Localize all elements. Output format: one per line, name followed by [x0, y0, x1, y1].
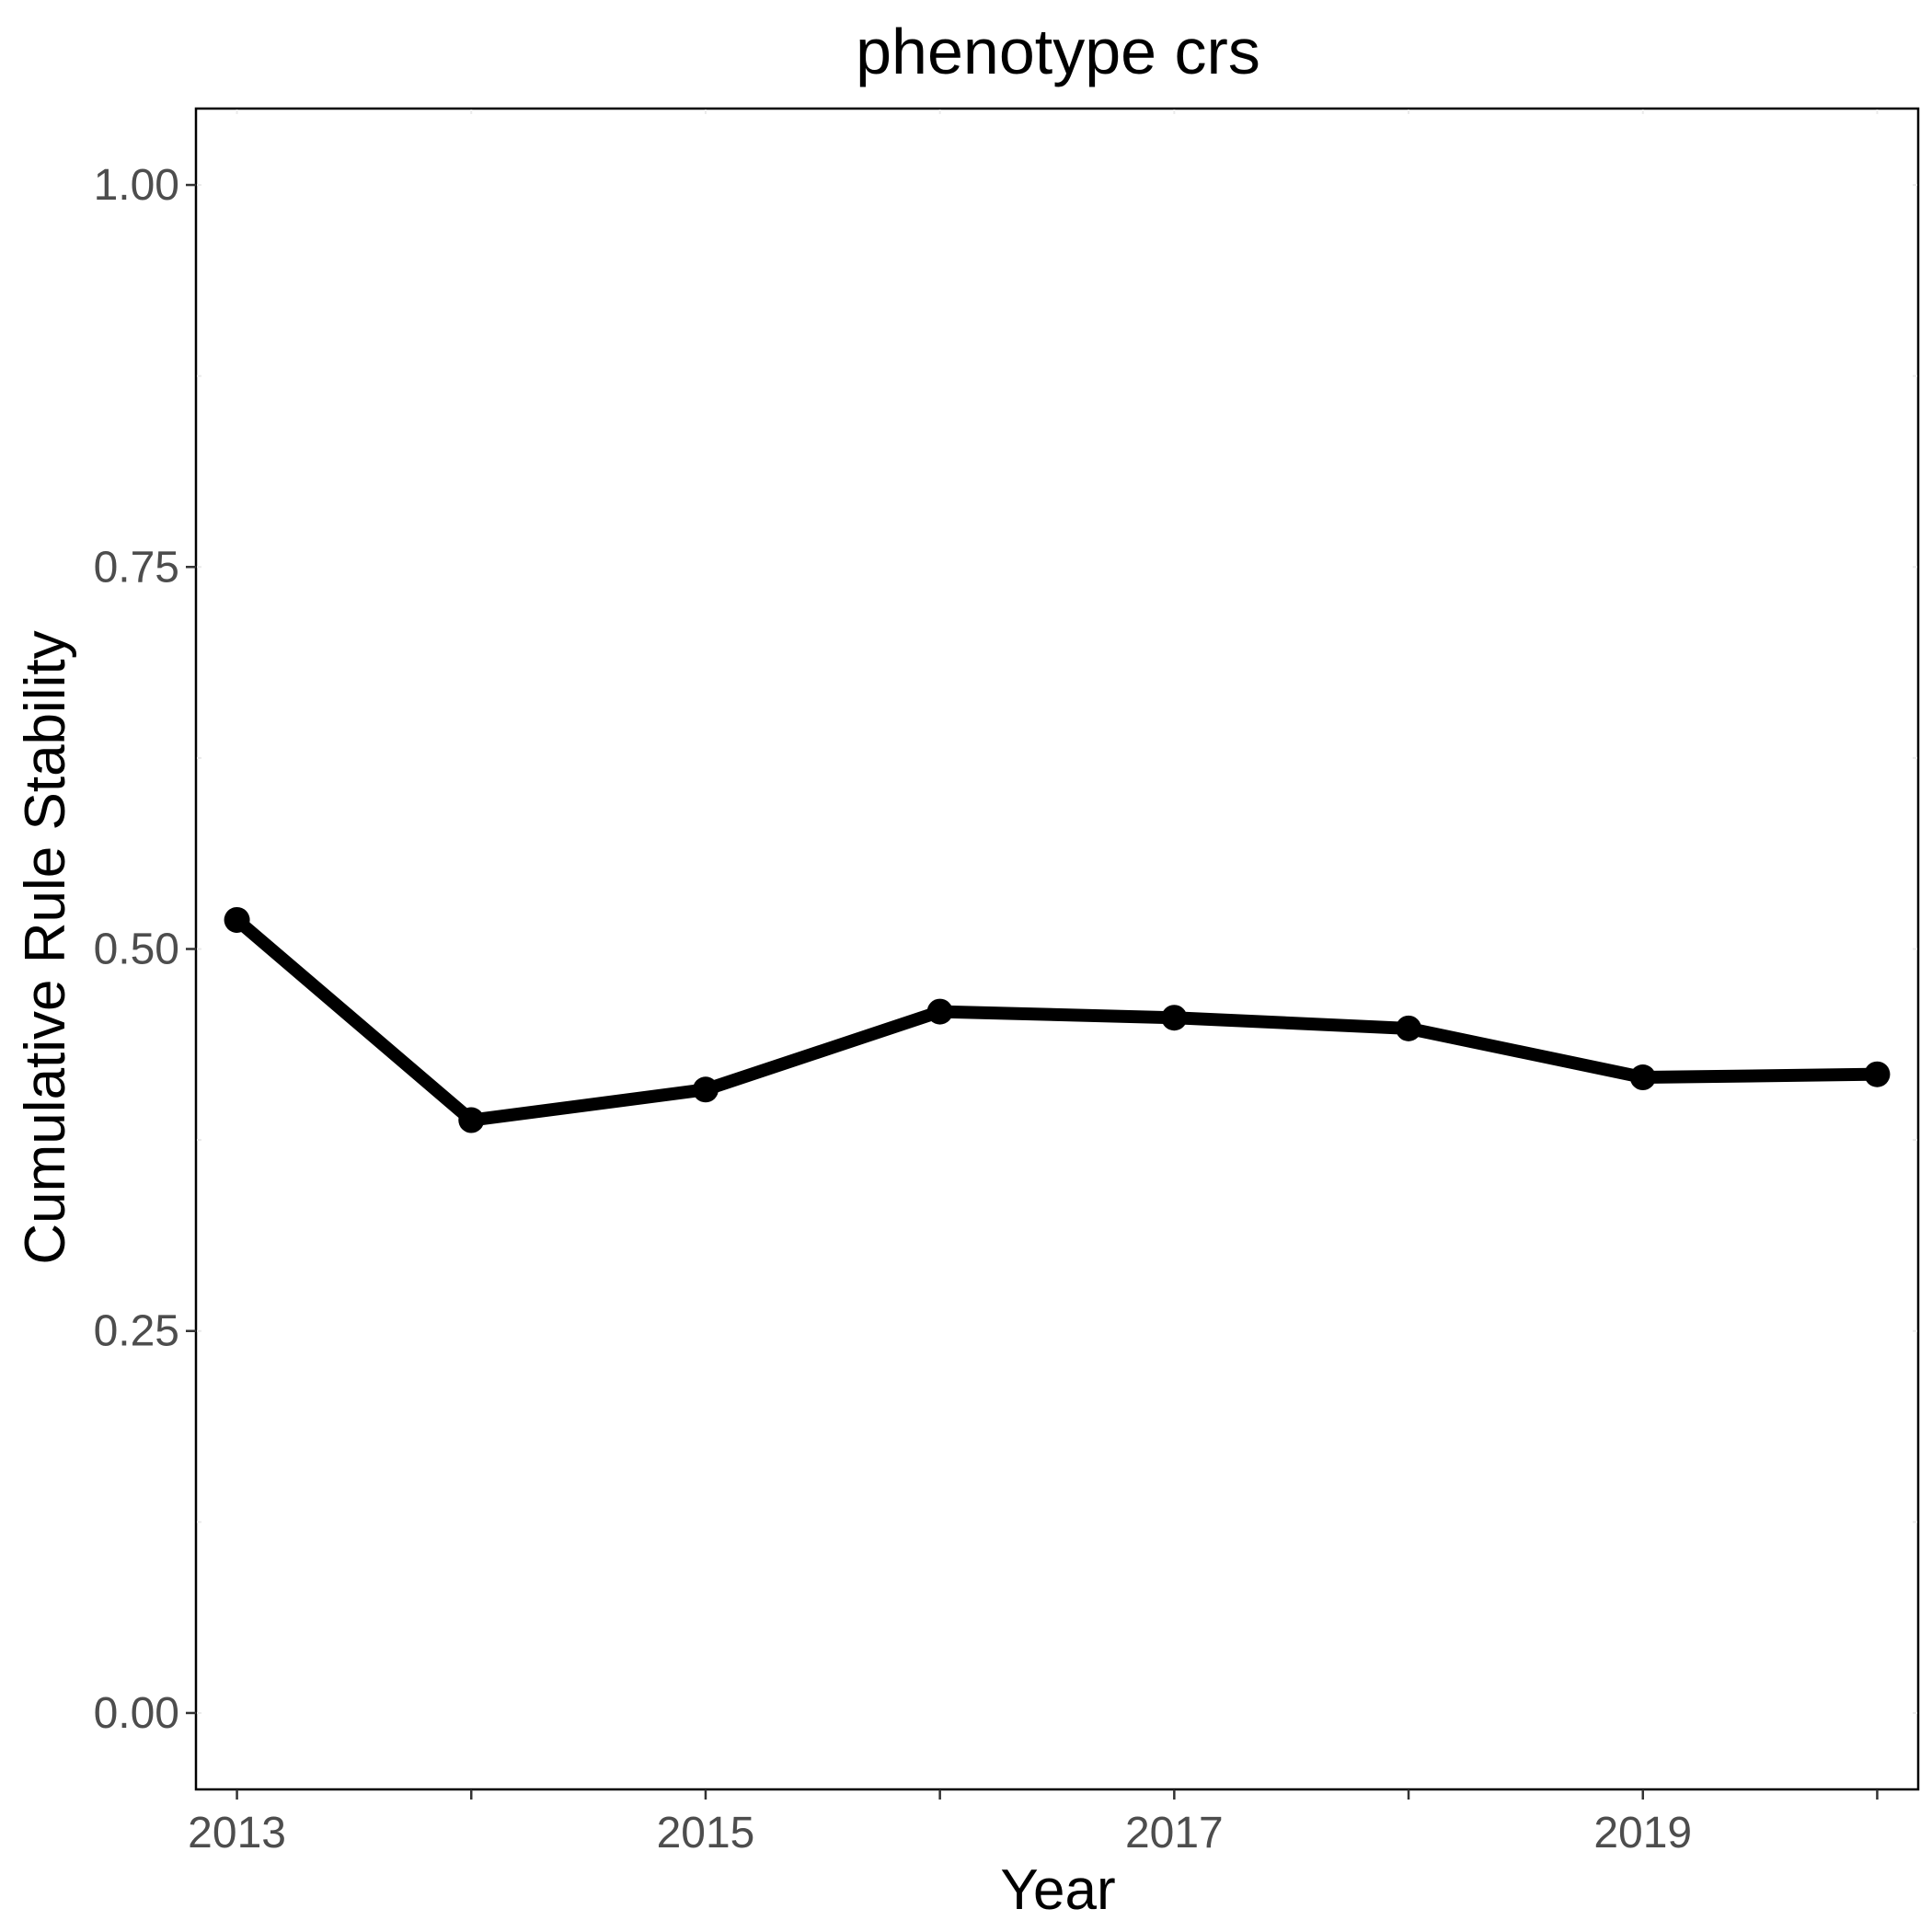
y-axis-title: Cumulative Rule Stability [14, 630, 77, 1264]
series-layer [224, 906, 1891, 1133]
y-axis: 0.00 0.25 0.50 0.75 1.00 [94, 161, 196, 1738]
x-tick-label: 2017 [1125, 1809, 1224, 1857]
y-tick-label: 1.00 [94, 161, 179, 210]
data-point [1161, 1005, 1188, 1031]
data-point [692, 1076, 719, 1103]
x-tick-label: 2015 [657, 1809, 755, 1857]
grid-stubs [197, 109, 1917, 1714]
data-point [224, 906, 250, 933]
x-tick-label: 2019 [1593, 1809, 1692, 1857]
data-point [458, 1107, 485, 1133]
plot-panel [194, 107, 1920, 1791]
y-tick-label: 0.50 [94, 926, 179, 974]
data-point [926, 998, 953, 1025]
y-tick-label: 0.75 [94, 543, 179, 592]
data-point [1864, 1061, 1891, 1087]
y-tick-label: 0.00 [94, 1689, 179, 1738]
data-point [1396, 1015, 1422, 1041]
series-line [230, 913, 1884, 1127]
x-axis-title: Year [1000, 1858, 1115, 1922]
chart-title: phenotype crs [856, 16, 1260, 87]
data-point [1629, 1064, 1656, 1091]
y-tick-label: 0.25 [94, 1307, 179, 1356]
x-axis: 2013 2015 2017 2019 [188, 1789, 1879, 1857]
x-tick-label: 2013 [188, 1809, 286, 1857]
